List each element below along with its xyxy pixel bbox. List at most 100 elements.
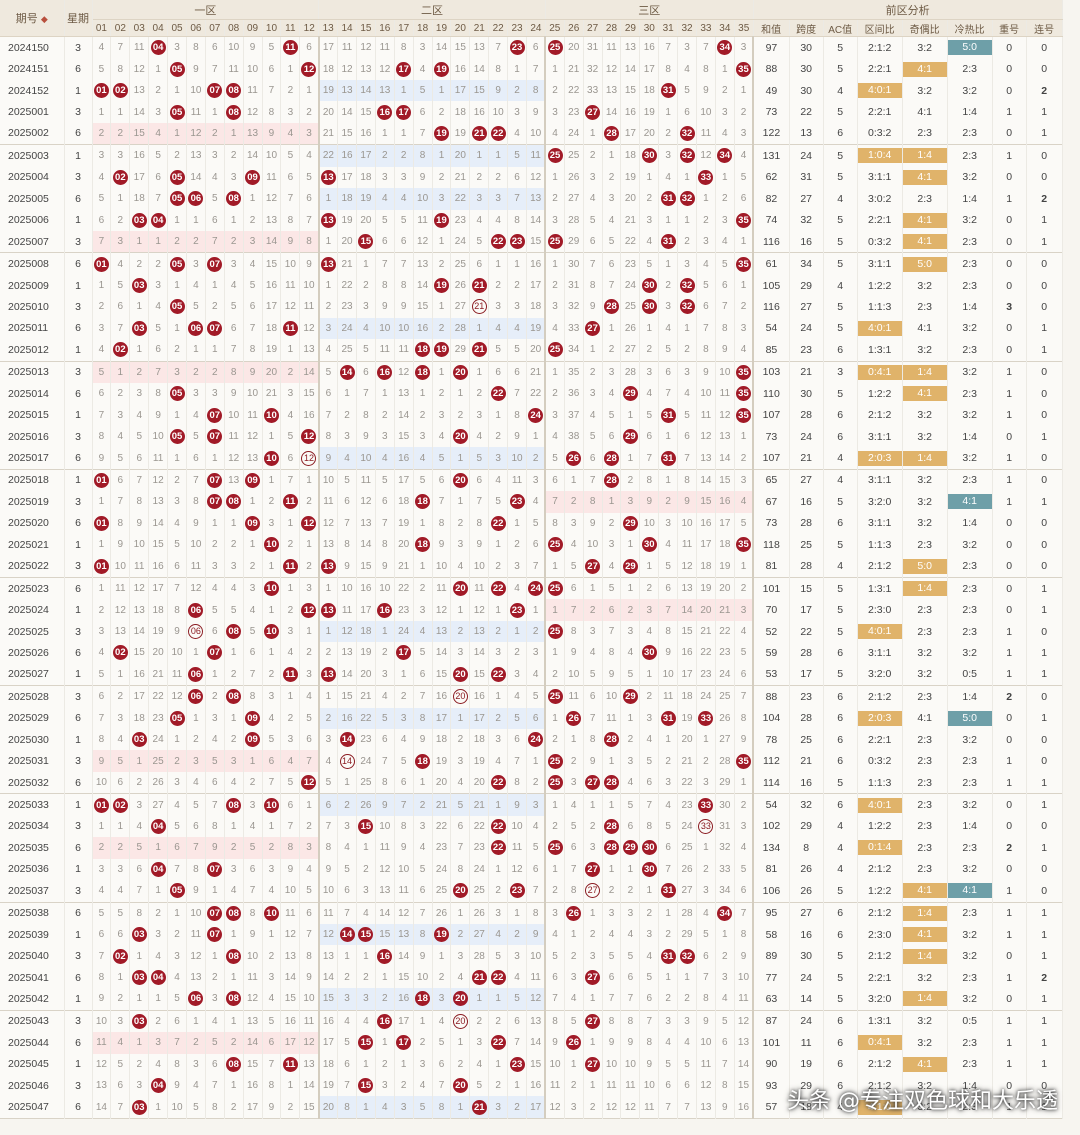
miss-count-cell: 2 <box>658 274 679 297</box>
miss-count-cell: 13 <box>356 512 376 535</box>
miss-count-cell: 16 <box>696 512 716 535</box>
miss-count-cell: 1 <box>186 339 206 362</box>
miss-count-cell: 9 <box>167 620 187 643</box>
miss-count-cell: 4 <box>186 274 206 297</box>
miss-count-cell: 15 <box>469 663 490 686</box>
number-col-15: 15 <box>356 19 376 37</box>
number-cell: 19 <box>432 122 452 145</box>
miss-count-cell: 6 <box>243 642 263 664</box>
miss-count-cell: 3 <box>186 750 206 772</box>
analysis-cell-4: 1:4 <box>902 577 948 600</box>
miss-count-cell: 6 <box>677 1075 697 1097</box>
miss-count-cell: 2 <box>110 685 131 708</box>
miss-count-cell: 3 <box>450 750 471 772</box>
analysis-cell-2: 6 <box>823 404 858 426</box>
drawn-ball-07: 07 <box>207 320 223 336</box>
miss-count-cell: 12 <box>337 620 357 643</box>
analysis-cell-0: 77 <box>753 966 790 989</box>
miss-count-cell: 22 <box>620 230 641 253</box>
highlight-tag: 4:0:1 <box>857 320 902 336</box>
miss-count-cell: 16 <box>715 491 735 513</box>
analysis-cell-5: 1:4 <box>947 425 993 448</box>
miss-count-cell: 10 <box>526 945 547 967</box>
miss-count-cell: 3 <box>602 534 622 556</box>
miss-count-cell: 1 <box>564 1053 584 1075</box>
miss-count-cell: 7 <box>318 404 339 426</box>
miss-count-cell: 5 <box>167 988 187 1011</box>
drawn-ball-33: 33 <box>698 710 714 726</box>
miss-count-cell: 3 <box>450 642 471 664</box>
miss-count-cell: 9 <box>205 837 225 859</box>
miss-count-cell: 4 <box>602 923 622 946</box>
miss-count-cell: 7 <box>715 296 735 318</box>
analysis-cell-0: 74 <box>753 209 790 231</box>
drawn-ball-34: 34 <box>717 40 733 56</box>
miss-count-cell: 6 <box>734 188 755 210</box>
analysis-cell-3: 4:0:1 <box>857 793 903 816</box>
miss-count-cell: 18 <box>677 685 697 708</box>
weekday-cell: 6 <box>64 966 93 989</box>
highlight-tag: 5:0 <box>902 256 947 272</box>
miss-count-cell: 5 <box>658 815 679 838</box>
analysis-cell-7: 1 <box>1026 707 1063 729</box>
miss-count-cell: 3 <box>205 144 225 167</box>
miss-count-cell: 1 <box>450 707 471 729</box>
miss-count-cell: 6 <box>375 491 395 513</box>
analysis-cell-3: 2:0:3 <box>857 447 903 470</box>
analysis-cell-7: 1 <box>1026 642 1063 664</box>
drawn-ball-35: 35 <box>735 364 751 380</box>
miss-count-cell: 4 <box>413 837 433 859</box>
miss-count-cell: 2 <box>715 79 735 102</box>
miss-count-cell: 3 <box>583 837 603 859</box>
drawn-ball-22: 22 <box>490 515 506 531</box>
number-cell: 35 <box>734 252 755 275</box>
miss-count-cell: 9 <box>526 101 547 123</box>
table-row: 2025041 6 8 1 03 04 4 13 2 1 11 3 14 9 14 2 2 1 15 10 2 4 21 22… <box>0 966 1063 989</box>
miss-count-cell: 7 <box>337 1075 357 1097</box>
drawn-ball-20: 20 <box>452 1078 468 1094</box>
miss-count-cell: 9 <box>583 296 603 318</box>
analysis-cell-1: 24 <box>789 317 824 340</box>
number-col-34: 34 <box>715 19 735 37</box>
miss-count-cell: 1 <box>620 404 641 426</box>
miss-count-cell: 9 <box>394 837 414 859</box>
drawn-ball-13: 13 <box>320 666 336 682</box>
drawn-ball-32: 32 <box>679 299 695 315</box>
miss-count-cell: 3 <box>507 663 527 686</box>
period-cell: 2025031 <box>0 750 65 772</box>
miss-count-cell: 13 <box>677 577 697 600</box>
miss-count-cell: 12 <box>696 425 716 448</box>
drawn-ball-30: 30 <box>641 861 657 877</box>
miss-count-cell: 12 <box>469 599 490 621</box>
analysis-cell-4: 1:4 <box>902 902 948 924</box>
number-col-33: 33 <box>696 19 716 37</box>
miss-count-cell: 2 <box>639 902 660 924</box>
miss-count-cell: 9 <box>299 252 320 275</box>
analysis-cell-6: 0 <box>992 317 1027 340</box>
miss-count-cell: 12 <box>526 988 547 1011</box>
miss-count-cell: 2 <box>488 274 509 297</box>
period-header[interactable]: 期号 ◆ <box>0 0 65 37</box>
analysis-cell-1: 24 <box>789 425 824 448</box>
miss-count-cell: 5 <box>243 620 263 643</box>
miss-count-cell: 18 <box>696 555 716 578</box>
number-cell: 28 <box>602 296 622 318</box>
miss-count-cell: 4 <box>620 642 641 664</box>
miss-count-cell: 22 <box>394 577 414 600</box>
miss-count-cell: 2 <box>356 966 376 989</box>
miss-count-cell: 12 <box>167 685 187 708</box>
miss-count-cell: 28 <box>620 361 641 383</box>
miss-count-cell: 1 <box>167 447 187 470</box>
number-col-19: 19 <box>432 19 452 37</box>
analysis-cell-5: 2:3 <box>947 555 993 578</box>
miss-count-cell: 3 <box>432 404 452 426</box>
miss-count-cell: 26 <box>148 771 169 794</box>
sort-updown-icon[interactable]: ◆ <box>40 14 48 24</box>
number-cell: 27 <box>583 101 603 123</box>
drawn-ball-29: 29 <box>622 558 638 574</box>
analysis-cell-3: 0:3:2 <box>857 122 903 145</box>
drawn-ball-22: 22 <box>490 386 506 402</box>
table-row: 2025028 3 6 2 17 22 12 06 2 08 8 3 1 4 1 15 21 4 2 7 16 20 16 1… <box>0 685 1063 708</box>
miss-count-cell: 1 <box>734 274 755 297</box>
miss-count-cell: 5 <box>432 1032 452 1054</box>
